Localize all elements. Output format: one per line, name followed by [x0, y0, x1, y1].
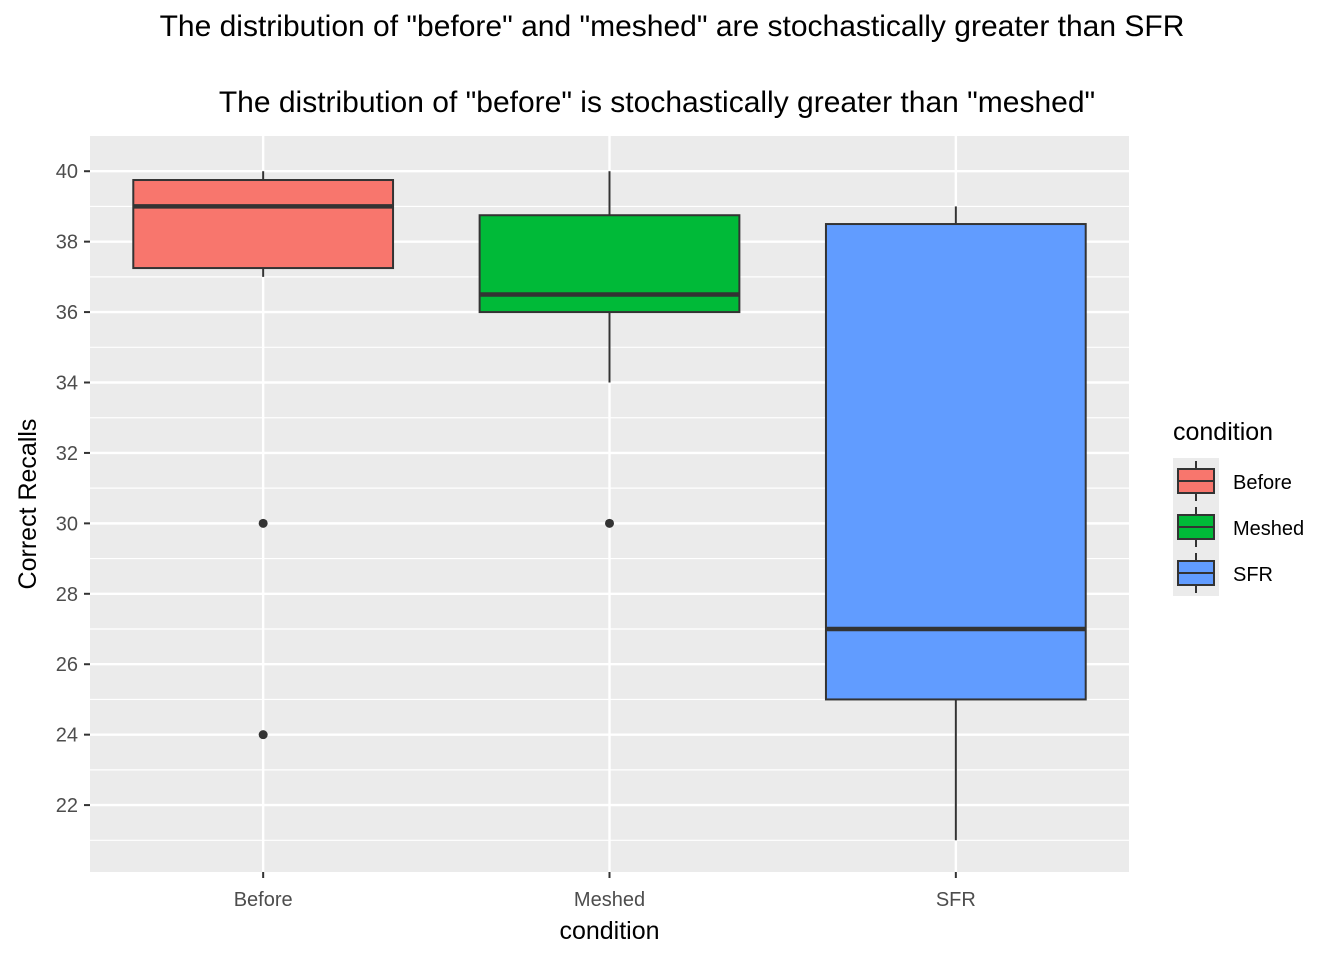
- legend-label: Before: [1233, 472, 1292, 494]
- outlier-point: [258, 518, 268, 528]
- legend: condition Before Meshed SFR: [1173, 418, 1304, 596]
- y-tick-label: 30: [56, 513, 78, 535]
- x-tick-label: Meshed: [574, 889, 645, 911]
- x-axis-title: condition: [559, 917, 659, 945]
- y-axis: 22 24 26 28 30 32 34 36 38 40: [56, 161, 90, 817]
- y-axis-title: Correct Recalls: [14, 419, 42, 590]
- y-tick-label: 28: [56, 584, 78, 606]
- y-tick-label: 38: [56, 232, 78, 254]
- boxes-layer: [132, 171, 1087, 841]
- x-tick-label: SFR: [936, 889, 976, 911]
- chart-subtitle: The distribution of "before" is stochast…: [218, 86, 1096, 119]
- outlier-point: [605, 518, 614, 528]
- y-tick-label: 40: [56, 161, 78, 183]
- y-tick-label: 22: [56, 795, 78, 817]
- legend-label: SFR: [1233, 564, 1273, 586]
- legend-item-sfr: SFR: [1173, 550, 1273, 596]
- y-tick-label: 26: [56, 654, 78, 676]
- box-body: [132, 179, 395, 270]
- x-axis: Before Meshed SFR: [234, 872, 976, 911]
- box-sfr: [824, 206, 1087, 841]
- legend-title: condition: [1173, 418, 1273, 446]
- y-tick-label: 32: [56, 443, 78, 465]
- box-body: [478, 214, 741, 314]
- y-tick-label: 24: [56, 725, 78, 747]
- box-before: [132, 171, 395, 740]
- legend-item-before: Before: [1173, 458, 1292, 504]
- y-tick-label: 36: [56, 302, 78, 324]
- box-body: [824, 223, 1087, 701]
- y-tick-label: 34: [56, 373, 78, 395]
- legend-item-meshed: Meshed: [1173, 504, 1304, 550]
- chart-title: The distribution of "before" and "meshed…: [159, 10, 1185, 43]
- legend-label: Meshed: [1233, 518, 1304, 540]
- box-meshed: [478, 171, 741, 528]
- x-tick-label: Before: [234, 889, 293, 911]
- outlier-point: [258, 730, 268, 740]
